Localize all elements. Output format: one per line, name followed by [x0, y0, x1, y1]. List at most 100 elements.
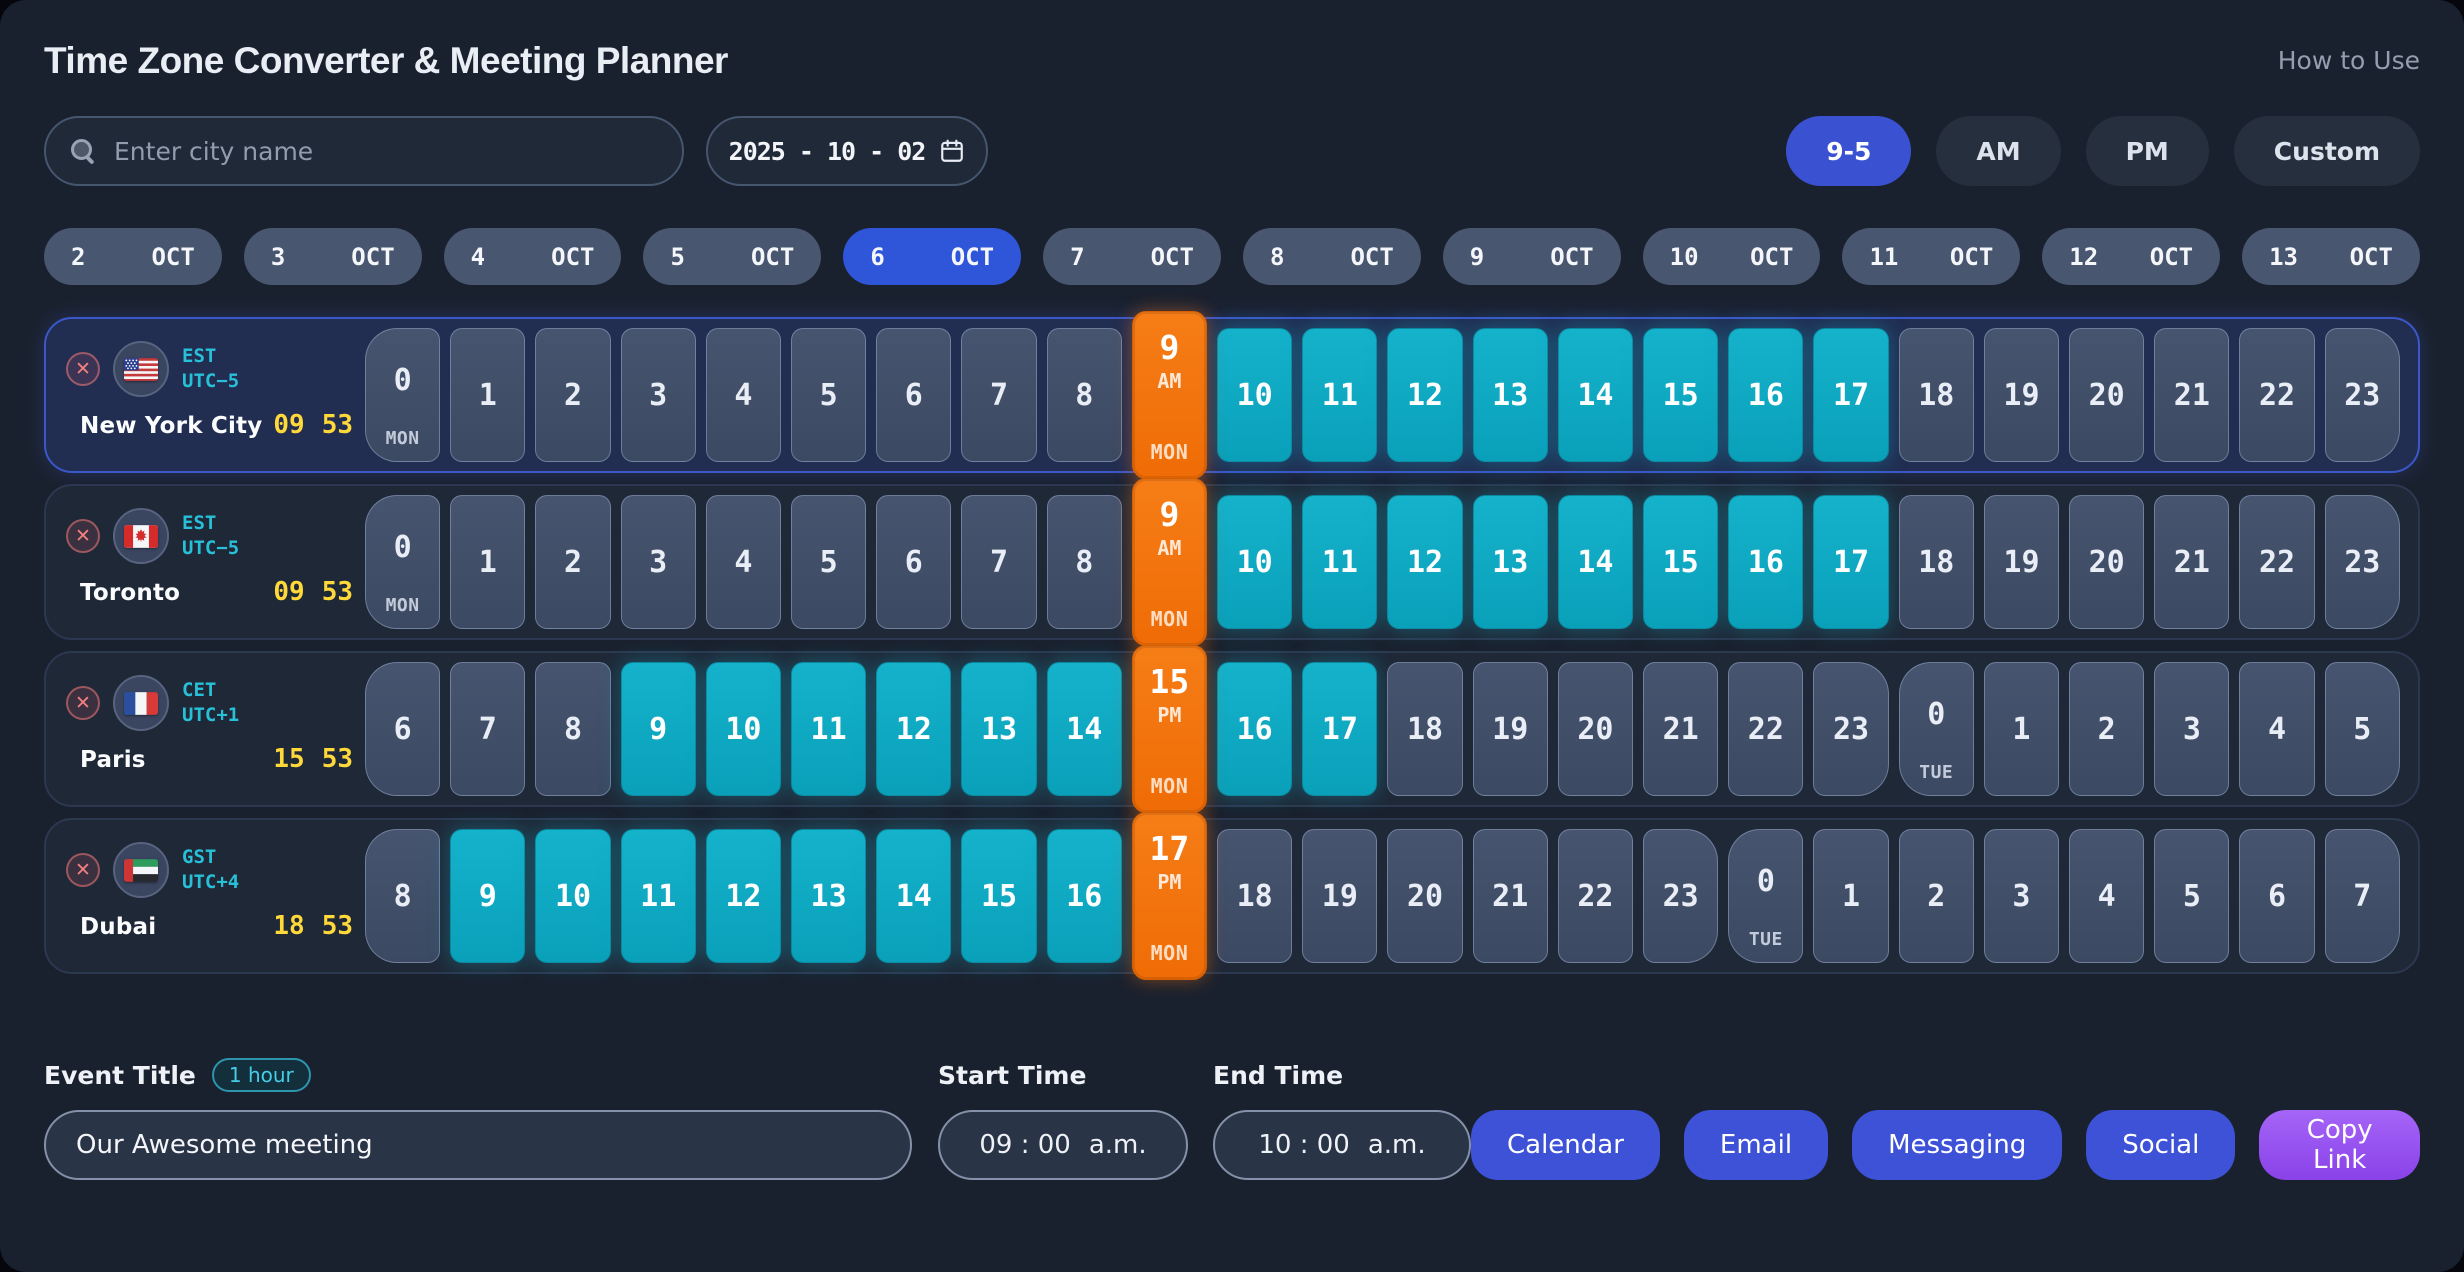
hour-cell[interactable]: 11: [1302, 328, 1378, 462]
hour-cell[interactable]: 23: [2324, 328, 2400, 462]
date-chip[interactable]: 11 OCT: [1842, 228, 2021, 285]
hour-cell[interactable]: 21: [2154, 328, 2230, 462]
hour-cell[interactable]: 17: [1302, 662, 1378, 796]
hour-cell[interactable]: 14: [1557, 328, 1634, 462]
hour-cell[interactable]: 3: [620, 495, 696, 629]
hour-cell[interactable]: 19: [1472, 662, 1548, 796]
hour-cell[interactable]: 20: [2069, 495, 2145, 629]
hour-cell[interactable]: 22: [1728, 662, 1804, 796]
hour-cell[interactable]: 14: [876, 829, 952, 963]
hour-cell[interactable]: 16: [1046, 829, 1122, 963]
date-chip[interactable]: 3 OCT: [243, 228, 422, 285]
hour-cell[interactable]: 4: [705, 495, 782, 629]
hour-cell[interactable]: 22: [2239, 495, 2315, 629]
remove-city-button[interactable]: ✕: [66, 853, 100, 887]
hour-cell[interactable]: 18: [1217, 829, 1293, 963]
remove-city-button[interactable]: ✕: [66, 352, 100, 386]
date-chip[interactable]: 7 OCT: [1043, 228, 1221, 285]
hour-cell[interactable]: 6: [876, 495, 952, 629]
hour-cell[interactable]: 22: [2239, 328, 2315, 462]
remove-city-button[interactable]: ✕: [66, 686, 100, 720]
hour-cell[interactable]: 0 TUE: [1728, 829, 1804, 963]
date-chip[interactable]: 2 OCT: [44, 228, 222, 285]
preset-button[interactable]: 9-5: [1786, 116, 1912, 186]
hour-cell[interactable]: 13: [961, 662, 1037, 796]
hour-cell[interactable]: 8: [535, 662, 611, 796]
hour-cell[interactable]: 10: [535, 829, 611, 963]
hour-cell[interactable]: 23: [2324, 495, 2400, 629]
hour-cell[interactable]: 8: [1046, 495, 1122, 629]
date-chip[interactable]: 5 OCT: [643, 228, 822, 285]
preset-button[interactable]: PM: [2085, 116, 2209, 186]
end-time-input[interactable]: 10 : 00 a.m.: [1213, 1110, 1471, 1180]
hour-cell[interactable]: 10: [1217, 328, 1293, 462]
hour-cell[interactable]: 5: [791, 495, 867, 629]
hour-cell[interactable]: 12: [1387, 495, 1463, 629]
share-action-button[interactable]: Calendar: [1471, 1110, 1660, 1180]
hour-cell[interactable]: 19: [1983, 328, 2060, 462]
hour-cell[interactable]: 20: [2069, 328, 2145, 462]
hour-cell[interactable]: 18: [1387, 662, 1463, 796]
hour-cell[interactable]: 2: [1898, 829, 1974, 963]
hour-cell[interactable]: 6: [876, 328, 952, 462]
preset-button[interactable]: Custom: [2233, 116, 2420, 186]
hour-cell[interactable]: 17: [1813, 495, 1889, 629]
hour-cell[interactable]: 12: [876, 662, 952, 796]
hour-cell[interactable]: 16: [1728, 495, 1804, 629]
hour-cell[interactable]: 6: [2239, 829, 2315, 963]
hour-cell[interactable]: 0 MON: [365, 495, 441, 629]
hour-cell[interactable]: 21: [1472, 829, 1548, 963]
hour-cell[interactable]: 9 AM MON: [1131, 311, 1208, 479]
date-chip[interactable]: 8 OCT: [1242, 228, 1421, 285]
hour-cell[interactable]: 1: [1983, 662, 2060, 796]
share-action-button[interactable]: Email: [1683, 1110, 1829, 1180]
hour-cell[interactable]: 2: [535, 495, 611, 629]
hour-cell[interactable]: 20: [1557, 662, 1634, 796]
hour-cell[interactable]: 13: [1472, 495, 1548, 629]
share-action-button[interactable]: Copy Link: [2259, 1110, 2420, 1180]
hour-cell[interactable]: 23: [1643, 829, 1719, 963]
date-chip[interactable]: 12 OCT: [2042, 228, 2221, 285]
hour-cell[interactable]: 9: [620, 662, 696, 796]
preset-button[interactable]: AM: [1936, 116, 2061, 186]
hour-cell[interactable]: 7: [450, 662, 526, 796]
start-time-input[interactable]: 09 : 00 a.m.: [938, 1110, 1188, 1180]
hour-cell[interactable]: 10: [1217, 495, 1293, 629]
hour-cell[interactable]: 15 PM MON: [1131, 645, 1208, 813]
hour-cell[interactable]: 9 AM MON: [1131, 478, 1208, 646]
hour-cell[interactable]: 21: [2154, 495, 2230, 629]
hour-cell[interactable]: 10: [705, 662, 782, 796]
hour-cell[interactable]: 11: [1302, 495, 1378, 629]
hour-cell[interactable]: 4: [705, 328, 782, 462]
hour-cell[interactable]: 23: [1813, 662, 1889, 796]
hour-cell[interactable]: 15: [1643, 328, 1719, 462]
hour-cell[interactable]: 5: [2324, 662, 2400, 796]
hour-cell[interactable]: 7: [2324, 829, 2400, 963]
hour-cell[interactable]: 15: [1643, 495, 1719, 629]
how-to-use-link[interactable]: How to Use: [2277, 46, 2420, 75]
hour-cell[interactable]: 12: [705, 829, 782, 963]
date-picker[interactable]: 2025 - 10 - 02: [706, 116, 988, 186]
hour-cell[interactable]: 5: [791, 328, 867, 462]
hour-cell[interactable]: 0 TUE: [1898, 662, 1974, 796]
search-input[interactable]: [112, 135, 670, 167]
hour-cell[interactable]: 11: [620, 829, 696, 963]
event-title-input[interactable]: [44, 1110, 912, 1180]
hour-cell[interactable]: 1: [1813, 829, 1889, 963]
hour-cell[interactable]: 1: [450, 495, 526, 629]
hour-cell[interactable]: 22: [1557, 829, 1634, 963]
hour-cell[interactable]: 19: [1983, 495, 2060, 629]
hour-cell[interactable]: 14: [1046, 662, 1122, 796]
share-action-button[interactable]: Messaging: [1852, 1110, 2063, 1180]
share-action-button[interactable]: Social: [2086, 1110, 2236, 1180]
hour-cell[interactable]: 5: [2154, 829, 2230, 963]
hour-cell[interactable]: 17 PM MON: [1131, 812, 1208, 980]
hour-cell[interactable]: 2: [535, 328, 611, 462]
hour-cell[interactable]: 16: [1217, 662, 1293, 796]
hour-cell[interactable]: 1: [450, 328, 526, 462]
hour-cell[interactable]: 13: [1472, 328, 1548, 462]
hour-cell[interactable]: 9: [450, 829, 526, 963]
date-chip[interactable]: 9 OCT: [1442, 228, 1621, 285]
hour-cell[interactable]: 16: [1728, 328, 1804, 462]
hour-cell[interactable]: 0 MON: [365, 328, 441, 462]
